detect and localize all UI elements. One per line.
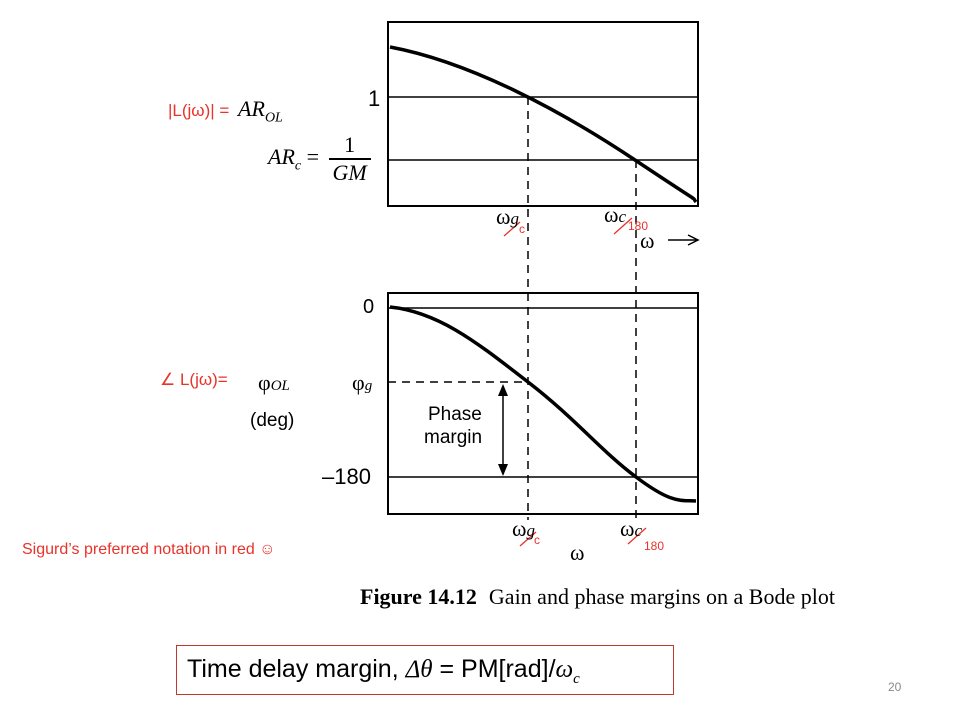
- time-delay-margin-box: Time delay margin, Δθ = PM[rad]/ωc: [176, 645, 674, 695]
- omega-c-bottom: ωc: [620, 516, 643, 541]
- omega-g-bottom: ωg: [512, 516, 535, 541]
- phase-symbol: φOL: [258, 370, 290, 395]
- figure-number: Figure 14.12: [360, 584, 477, 609]
- red-180-bottom: 180: [644, 539, 665, 553]
- omega-c-top: ωc: [604, 202, 627, 227]
- red-strike-c-bottom: [627, 527, 647, 545]
- phase-curve: [389, 305, 697, 503]
- figure-text: Gain and phase margins on a Bode plot: [488, 584, 835, 609]
- magnitude-curve: [389, 45, 698, 204]
- phase-margin-arrow-down: [498, 464, 508, 476]
- phase-tick-minus-180: –180: [322, 464, 371, 489]
- omega-g-top: ωg: [496, 204, 519, 229]
- red-c-bottom: c: [534, 533, 540, 547]
- mag-tick-one: 1: [368, 86, 381, 111]
- omega-axis-bottom: ω: [570, 540, 585, 565]
- magnitude-prefix: |L(jω)| =: [168, 101, 235, 120]
- phase-frame: [387, 292, 699, 515]
- phase-margin-line2: margin: [424, 427, 482, 448]
- omega-axis-top: ω: [640, 228, 655, 253]
- magnitude-frame: [387, 21, 699, 207]
- page-number: 20: [888, 680, 902, 694]
- tdm-middle: = PM[rad]/: [432, 655, 556, 683]
- phase-margin-arrow-up: [498, 384, 508, 396]
- omega-arrow-head: [687, 234, 700, 246]
- tdm-delta: Δθ: [405, 656, 433, 683]
- tdm-prefix: Time delay margin,: [187, 655, 406, 683]
- magnitude-symbol: AROL: [238, 96, 283, 126]
- phase-tick-zero: 0: [363, 296, 375, 318]
- figure-caption: Figure 14.12 Gain and phase margins on a …: [360, 584, 835, 610]
- phase-margin-line1: Phase: [428, 404, 482, 425]
- red-180-top: 180: [628, 219, 649, 233]
- red-strike-c-top: [613, 217, 633, 235]
- tdm-omega: ωc: [555, 656, 580, 687]
- notation-note: Sigurd’s preferred notation in red ☺: [22, 541, 276, 558]
- phase-unit: (deg): [250, 410, 295, 431]
- red-c-top: c: [519, 222, 525, 236]
- phase-label: ∠ L(jω)=: [160, 370, 228, 389]
- magnitude-label: |L(jω)| = AROL: [168, 96, 283, 126]
- arc-equation: ARc = 1 GM: [268, 132, 371, 186]
- phase-tick-phi-g: φg: [352, 370, 373, 395]
- arc-fraction: 1 GM: [328, 132, 371, 186]
- red-strike-g-top: [503, 221, 521, 237]
- red-strike-g-bottom: [519, 531, 537, 547]
